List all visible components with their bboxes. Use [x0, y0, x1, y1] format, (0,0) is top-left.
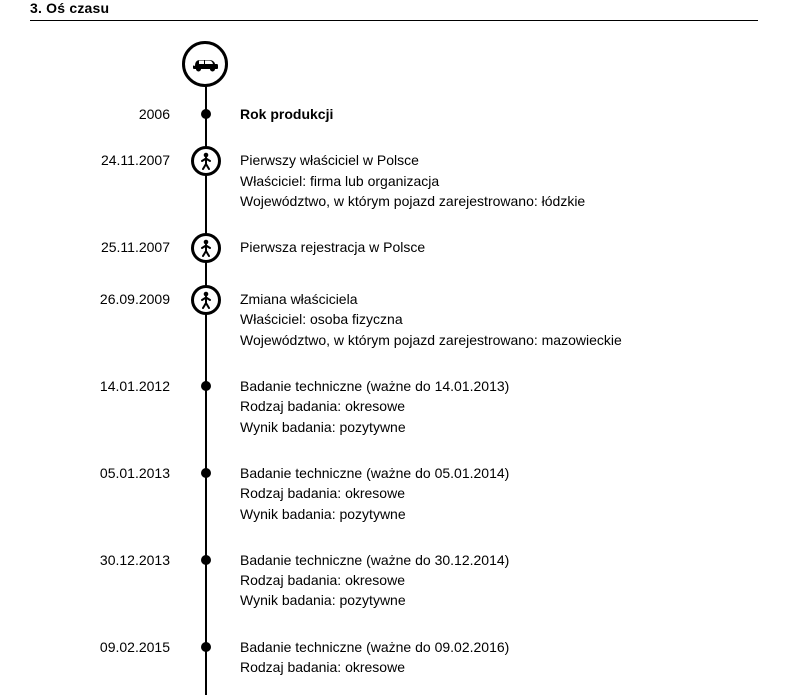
event-marker	[180, 150, 232, 176]
timeline-event: 24.11.2007 Pierwszy właściciel w PolsceW…	[50, 142, 758, 229]
section-title: 3. Oś czasu	[30, 0, 758, 21]
event-line: Badanie techniczne (ważne do 05.01.2014)	[240, 463, 758, 483]
event-date: 09.02.2015	[50, 637, 180, 655]
dot-icon	[201, 468, 211, 478]
event-line: Badanie techniczne (ważne do 30.12.2014)	[240, 550, 758, 570]
timeline: 2006 Rok produkcji 24.11.2007 Pierwszy wła…	[50, 41, 758, 695]
event-line: Wynik badania: pozytywne	[240, 417, 758, 437]
event-description: Pierwsza rejestracja w Polsce	[232, 237, 758, 257]
event-date: 2006	[50, 104, 180, 122]
event-line: Zmiana właściciela	[240, 289, 758, 309]
event-description: Badanie techniczne (ważne do 05.01.2014)…	[232, 463, 758, 524]
event-line: Rodzaj badania: okresowe	[240, 570, 758, 590]
event-marker	[180, 637, 232, 652]
event-line: Województwo, w którym pojazd zarejestrow…	[240, 330, 758, 350]
event-line: Pierwsza rejestracja w Polsce	[240, 237, 758, 257]
event-description: Pierwszy właściciel w PolsceWłaściciel: …	[232, 150, 758, 211]
event-date: 26.09.2009	[50, 289, 180, 307]
event-line: Rodzaj badania: okresowe	[240, 657, 758, 677]
event-marker	[180, 376, 232, 391]
event-marker	[180, 550, 232, 565]
event-line: Województwo, w którym pojazd zarejestrow…	[240, 191, 758, 211]
event-line: Pierwszy właściciel w Polsce	[240, 150, 758, 170]
dot-icon	[201, 555, 211, 565]
event-marker	[180, 237, 232, 263]
event-description: Rok produkcji	[232, 104, 758, 124]
timeline-event: 2006 Rok produkcji	[50, 96, 758, 142]
event-line: Badanie techniczne (ważne do 09.02.2016)	[240, 637, 758, 657]
event-description: Zmiana właścicielaWłaściciel: osoba fizy…	[232, 289, 758, 350]
event-line: Właściciel: osoba fizyczna	[240, 309, 758, 329]
event-date: 25.11.2007	[50, 237, 180, 255]
event-date: 24.11.2007	[50, 150, 180, 168]
event-line: Rodzaj badania: okresowe	[240, 483, 758, 503]
event-date: 05.01.2013	[50, 463, 180, 481]
event-marker	[180, 289, 232, 315]
timeline-event: 30.12.2013 Badanie techniczne (ważne do 3…	[50, 542, 758, 629]
person-icon	[191, 285, 221, 315]
dot-icon	[201, 381, 211, 391]
car-icon	[182, 41, 228, 87]
event-line: Wynik badania: pozytywne	[240, 504, 758, 524]
person-icon	[191, 233, 221, 263]
event-marker	[180, 463, 232, 478]
dot-icon	[201, 642, 211, 652]
event-date: 14.01.2012	[50, 376, 180, 394]
event-line: Właściciel: firma lub organizacja	[240, 171, 758, 191]
dot-icon	[201, 109, 211, 119]
event-line: Rok produkcji	[240, 104, 758, 124]
event-description: Badanie techniczne (ważne do 14.01.2013)…	[232, 376, 758, 437]
person-icon	[191, 146, 221, 176]
event-description: Badanie techniczne (ważne do 09.02.2016)…	[232, 637, 758, 678]
event-date: 30.12.2013	[50, 550, 180, 568]
timeline-event: 25.11.2007 Pierwsza rejestracja w Polsce	[50, 229, 758, 281]
event-marker	[180, 104, 232, 119]
timeline-event: 26.09.2009 Zmiana właścicielaWłaściciel:…	[50, 281, 758, 368]
event-line: Badanie techniczne (ważne do 14.01.2013)	[240, 376, 758, 396]
event-description: Badanie techniczne (ważne do 30.12.2014)…	[232, 550, 758, 611]
event-line: Wynik badania: pozytywne	[240, 590, 758, 610]
timeline-event: 05.01.2013 Badanie techniczne (ważne do 0…	[50, 455, 758, 542]
event-line: Rodzaj badania: okresowe	[240, 396, 758, 416]
timeline-event: 09.02.2015 Badanie techniczne (ważne do 0…	[50, 629, 758, 695]
timeline-event: 14.01.2012 Badanie techniczne (ważne do 1…	[50, 368, 758, 455]
